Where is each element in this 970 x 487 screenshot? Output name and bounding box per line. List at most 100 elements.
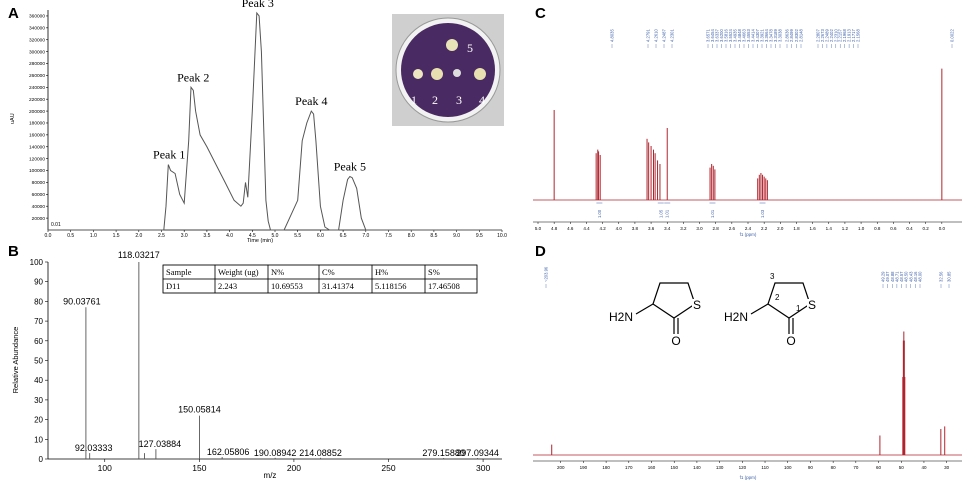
ms-peak-label: 190.08942 [254,448,297,458]
chromatogram-x-label: Time (min) [247,238,273,244]
integral-label: 1.05 [658,209,663,218]
ms-y-tick-label: 30 [34,396,43,405]
h-shift-label: 3.3038 [778,29,783,42]
h-shift-label: 2.1568 [856,29,861,42]
ms-peak-label: 279.15880 [422,448,465,458]
nmr-x-tick-label: 1.6 [809,226,816,231]
chromatogram-y-tick-label: 340000 [29,26,45,32]
nmr-x-tick-label: 140 [693,465,701,470]
oxygen-label-right: O [786,334,795,348]
ms-peak-label: 162.05806 [207,447,250,457]
h-shift-label: 4.8035 [610,29,615,42]
nmr-x-tick-label: 170 [625,465,633,470]
ms-peak-label: 127.03884 [139,439,182,449]
inhibition-zone-2 [431,68,443,80]
nmr-x-tick-label: 3.6 [648,226,655,231]
nmr-x-tick-label: 180 [602,465,610,470]
inhibition-zone-5 [446,39,458,51]
petri-dish-inset: 1 2 3 4 5 [392,14,504,126]
ms-peak-label: 297.09344 [456,448,499,458]
integral-label: 1.03 [760,209,765,218]
c-shift-label: 49.07 [885,271,890,282]
h-shift-label: 2.8636 [785,29,790,42]
c-shift-label: 48.50 [904,271,909,282]
ms-y-tick-label: 70 [34,317,43,326]
chromatogram-x-tick-label: 1.5 [113,233,120,239]
nmr-x-tick-label: 60 [876,465,882,470]
h-shift-label: 2.1913 [847,29,852,42]
chromatogram-x-tick-label: 7.5 [385,233,392,239]
h-shift-label: 0.0022 [950,29,955,42]
ms-y-tick-label: 60 [34,337,43,346]
chromatogram-y-tick-label: 280000 [29,61,45,67]
chromatogram-x-tick-label: 7.0 [362,233,369,239]
chromatogram-y-tick-label: 120000 [29,156,45,162]
h-shift-label: 2.2402 [829,29,834,42]
mass-spectrum-panel: Relative Abundance m/z 100 150 200 250 300 0… [11,250,502,480]
h-shift-label: 3.5816 [724,29,729,42]
h-shift-label: 4.2610 [654,29,659,42]
nmr-x-tick-label: 0.8 [874,226,881,231]
ms-y-tick-label: 0 [39,455,44,464]
chromatogram-y-tick-label: 80000 [32,180,46,186]
h-shift-label: 2.2673 [820,29,825,42]
nmr-x-tick-label: 0.2 [923,226,930,231]
c-shift-label: 48.43 [908,271,913,282]
plate-label-2: 2 [432,93,438,107]
inhibition-zone-1 [413,69,423,79]
chromatogram-x-tick-label: 5.5 [294,233,301,239]
nmr-x-tick-label: 4.0 [616,226,623,231]
c-shift-label: 48.16 [913,271,918,282]
chromatogram-y-tick-label: 240000 [29,85,45,91]
chromatogram-y-tick-label: 100000 [29,168,45,174]
chromatogram-x-tick-label: 2.5 [158,233,165,239]
chromatogram-x-tick-label: 1.0 [90,233,97,239]
plate-label-5: 5 [467,41,473,55]
nmr-x-tick-label: 2.4 [745,226,752,231]
chromatogram-y-tick-label: 260000 [29,73,45,79]
integral-label: 1.01 [710,209,715,218]
amine-label-right: H2N [724,310,748,324]
nmr-x-tick-label: 4.2 [599,226,606,231]
h-shift-label: 2.2157 [838,29,843,42]
chromatogram-x-tick-label: 4.5 [249,233,256,239]
nmr-x-tick-label: 40 [921,465,927,470]
nmr-x-tick-label: 3.4 [664,226,671,231]
s-atom-bg-right [807,299,817,311]
chromatogram-x-tick-label: 8.5 [430,233,437,239]
nmr-x-tick-label: 120 [739,465,747,470]
h-shift-label: 3.6337 [715,29,720,42]
chromatogram-panel: uAU Time (min) 0.01 0.0 0.5 1.0 1.5 2.0 2.5 3.… [10,0,507,244]
chromatogram-trace [48,11,502,231]
h-shift-label: 3.4848 [737,29,742,42]
table-header: Weight (ug) [218,267,259,277]
thiolactone-ring-right [767,282,811,319]
ms-y-tick-label: 10 [34,435,43,444]
amine-bond-right [750,303,769,315]
integral-label: 1.01 [665,209,670,218]
table-cell [424,278,478,294]
h-shift-label: 3.6571 [706,29,711,42]
nmr-x-tick-label: 80 [831,465,837,470]
h-shift-label: 3.5524 [728,29,733,42]
carbon-number-3: 3 [770,272,775,281]
chromatogram-x-tick-label: 9.5 [476,233,483,239]
table-value: 2.243 [218,281,237,291]
c-nmr-panel: f1 (ppm) 200 190 180 170 160 150 140 130 120 110 1… [533,266,962,480]
h-shift-label: 3.4414 [751,29,756,42]
nmr-x-tick-label: 110 [761,465,769,470]
plate-label-4: 4 [479,93,485,107]
inhibition-zone-4 [474,68,486,80]
ms-x-tick-label: 150 [192,463,206,473]
nmr-x-tick-label: 4.6 [567,226,574,231]
nmr-x-tick-label: 130 [716,465,724,470]
table-value: 17.46508 [428,281,460,291]
plate-label-1: 1 [411,93,417,107]
nmr-x-tick-label: 1.8 [793,226,800,231]
ms-x-tick-label: 300 [476,463,490,473]
panel-label-d: D [535,243,546,260]
plate-label-3: 3 [456,93,462,107]
structure-right: S O H2N 1 2 3 [724,272,817,348]
peak-label-4: Peak 4 [295,94,327,108]
ms-x-label: m/z [264,471,277,480]
